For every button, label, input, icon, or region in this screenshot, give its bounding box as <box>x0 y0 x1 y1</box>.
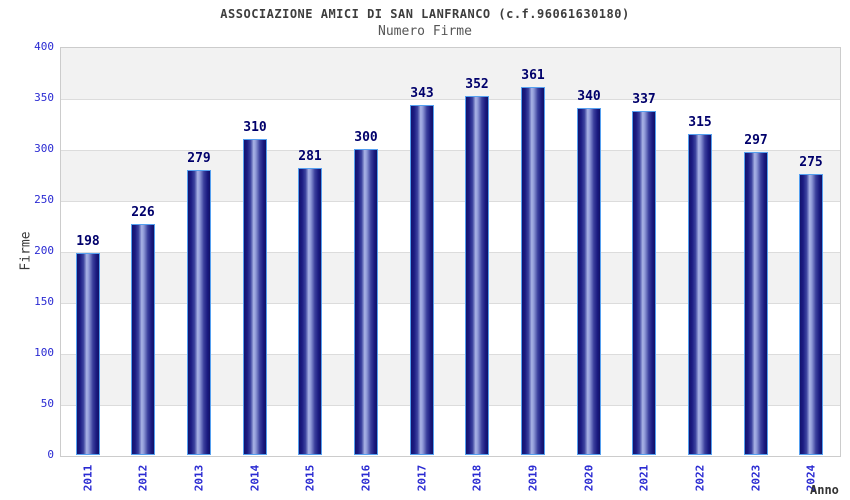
y-tick-label: 0 <box>47 448 54 461</box>
plot-area <box>60 47 841 457</box>
gridline <box>61 354 840 355</box>
y-tick-label: 150 <box>34 295 54 308</box>
bar <box>577 108 601 455</box>
x-tick-label: 2012 <box>136 464 150 492</box>
x-tick-label: 2011 <box>81 464 95 492</box>
chart-title: ASSOCIAZIONE AMICI DI SAN LANFRANCO (c.f… <box>220 7 630 21</box>
bar-value-label: 361 <box>521 68 545 83</box>
bar-value-label: 226 <box>131 205 155 220</box>
bar <box>187 170 211 455</box>
chart-subtitle: Numero Firme <box>378 24 472 39</box>
bar-value-label: 315 <box>688 115 712 130</box>
bar-value-label: 279 <box>187 151 211 166</box>
gridline <box>61 150 840 151</box>
bar-value-label: 300 <box>354 130 378 145</box>
x-tick-label: 2013 <box>192 464 206 492</box>
bar <box>465 96 489 455</box>
bar-value-label: 310 <box>243 120 267 135</box>
y-axis-title: Firme <box>18 231 34 271</box>
y-tick-label: 250 <box>34 193 54 206</box>
bar-value-label: 343 <box>410 86 434 101</box>
bar-value-label: 198 <box>76 234 100 249</box>
x-axis-title: Anno <box>810 483 839 497</box>
gridline <box>61 303 840 304</box>
bar-value-label: 281 <box>298 149 322 164</box>
y-tick-label: 400 <box>34 40 54 53</box>
gridline <box>61 405 840 406</box>
x-tick-label: 2021 <box>637 464 651 492</box>
bar <box>744 152 768 455</box>
bar <box>688 134 712 455</box>
x-tick-label: 2023 <box>749 464 763 492</box>
x-tick-label: 2019 <box>526 464 540 492</box>
bar <box>76 253 100 455</box>
x-tick-label: 2020 <box>582 464 596 492</box>
bar <box>521 87 545 455</box>
x-tick-label: 2015 <box>303 464 317 492</box>
x-tick-label: 2017 <box>415 464 429 492</box>
bar-value-label: 275 <box>799 155 823 170</box>
x-tick-label: 2022 <box>693 464 707 492</box>
bar-value-label: 297 <box>744 133 768 148</box>
bar <box>632 111 656 455</box>
gridline <box>61 201 840 202</box>
bar-value-label: 340 <box>577 89 601 104</box>
bar-value-label: 337 <box>632 92 656 107</box>
x-tick-label: 2014 <box>248 464 262 492</box>
bar <box>131 224 155 455</box>
gridline <box>61 252 840 253</box>
bar <box>354 149 378 455</box>
bar <box>298 168 322 455</box>
bar <box>243 139 267 455</box>
y-tick-label: 200 <box>34 244 54 257</box>
gridline <box>61 99 840 100</box>
y-tick-label: 350 <box>34 91 54 104</box>
x-tick-label: 2016 <box>359 464 373 492</box>
y-tick-label: 300 <box>34 142 54 155</box>
bar-value-label: 352 <box>465 77 489 92</box>
bar <box>410 105 434 455</box>
y-tick-label: 100 <box>34 346 54 359</box>
x-tick-label: 2018 <box>470 464 484 492</box>
y-tick-label: 50 <box>40 397 54 410</box>
bar <box>799 174 823 455</box>
